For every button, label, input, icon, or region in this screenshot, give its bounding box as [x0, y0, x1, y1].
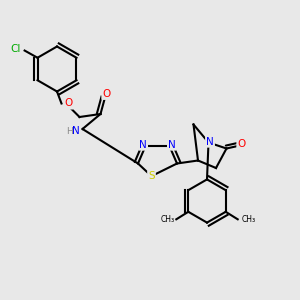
- Text: N: N: [206, 136, 214, 147]
- Text: N: N: [168, 140, 176, 150]
- Text: Cl: Cl: [11, 44, 21, 54]
- Text: CH₃: CH₃: [241, 215, 255, 224]
- Text: S: S: [148, 171, 155, 181]
- Text: O: O: [64, 98, 73, 109]
- Text: N: N: [139, 140, 147, 150]
- Text: CH₃: CH₃: [161, 215, 175, 224]
- Text: O: O: [237, 139, 246, 149]
- Text: N: N: [72, 125, 80, 136]
- Text: H: H: [66, 127, 73, 136]
- Text: O: O: [102, 89, 111, 99]
